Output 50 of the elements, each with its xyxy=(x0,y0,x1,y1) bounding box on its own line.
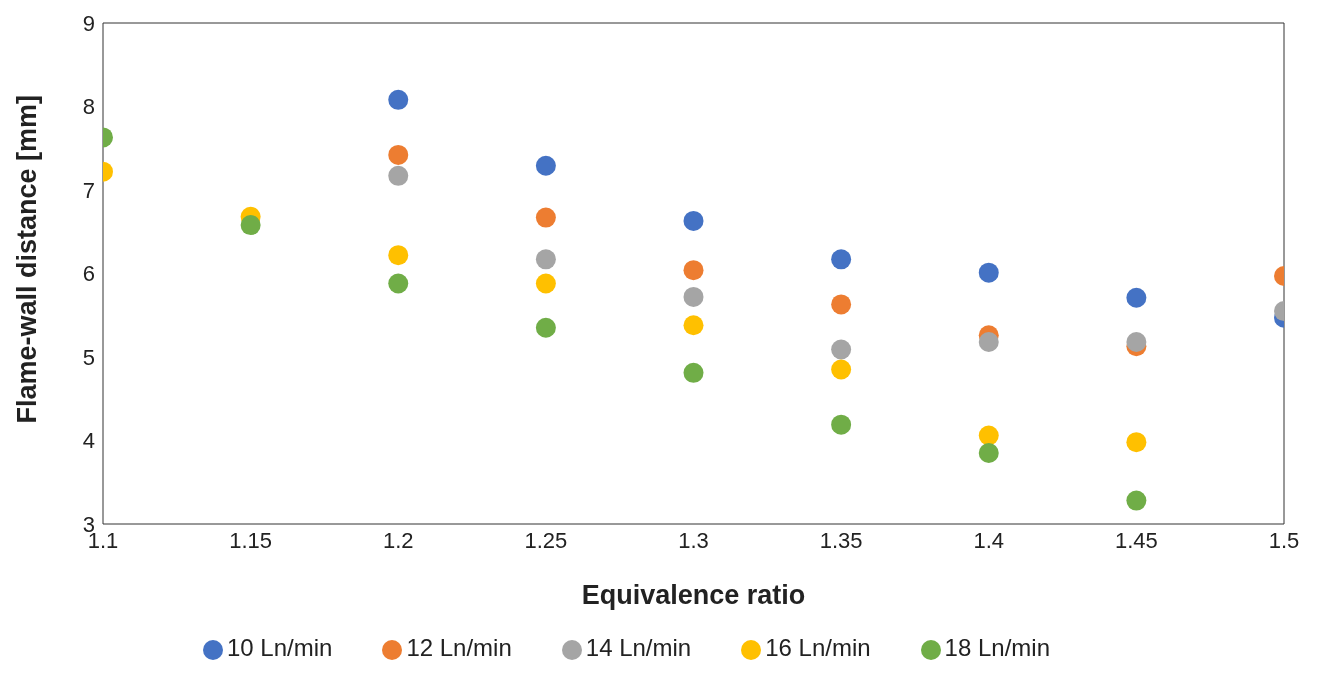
point xyxy=(240,215,261,236)
point xyxy=(388,245,409,266)
point xyxy=(683,315,704,336)
point xyxy=(978,331,999,352)
y-tick-label: 7 xyxy=(82,177,95,203)
x-tick-label: 1.45 xyxy=(1114,527,1158,553)
point xyxy=(831,339,852,360)
legend-label: 16 Ln/min xyxy=(765,634,871,661)
point xyxy=(978,262,999,283)
legend-label: 14 Ln/min xyxy=(585,634,692,661)
point xyxy=(1126,490,1147,511)
point xyxy=(535,317,556,338)
point xyxy=(388,273,409,294)
point xyxy=(831,359,852,380)
x-tick-label: 1.15 xyxy=(229,527,273,553)
x-tick-label: 1.4 xyxy=(973,527,1005,553)
point xyxy=(831,294,852,315)
point xyxy=(535,273,556,294)
point xyxy=(831,249,852,270)
x-axis-title: Equivalence ratio xyxy=(581,580,806,610)
y-tick-label: 9 xyxy=(82,10,95,36)
point xyxy=(388,165,409,186)
point xyxy=(683,210,704,231)
y-tick-label: 4 xyxy=(82,428,95,454)
point xyxy=(683,286,704,307)
legend-label: 18 Ln/min xyxy=(944,634,1051,661)
point xyxy=(683,362,704,383)
point xyxy=(831,414,852,435)
y-tick-label: 8 xyxy=(82,94,95,120)
point xyxy=(1126,432,1147,453)
point xyxy=(535,207,556,228)
point xyxy=(388,144,409,165)
legend-label: 12 Ln/min xyxy=(406,634,512,661)
point xyxy=(1126,331,1147,352)
x-tick-label: 1.35 xyxy=(819,527,863,553)
point xyxy=(978,425,999,446)
y-axis-title: Flame-wall distance [mm] xyxy=(11,94,42,424)
legend-label: 10 Ln/min xyxy=(226,634,333,661)
x-tick-label: 1.3 xyxy=(678,527,709,553)
x-tick-label: 1.2 xyxy=(382,527,414,553)
point xyxy=(388,89,409,110)
y-tick-label: 6 xyxy=(82,261,95,287)
x-tick-label: 1.25 xyxy=(524,527,568,553)
point xyxy=(683,260,704,281)
x-tick-label: 1.5 xyxy=(1268,527,1300,553)
point xyxy=(1126,287,1147,308)
point xyxy=(535,249,556,270)
point xyxy=(978,443,999,464)
point xyxy=(535,155,556,176)
y-tick-label: 5 xyxy=(82,344,95,370)
